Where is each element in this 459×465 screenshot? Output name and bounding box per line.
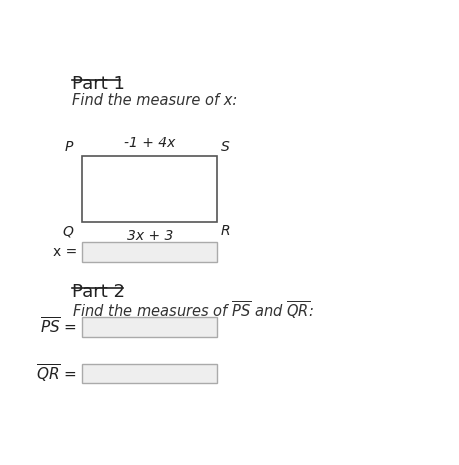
Text: $\overline{QR}$ =: $\overline{QR}$ = xyxy=(36,363,77,385)
Bar xyxy=(82,364,218,384)
Text: Find the measures of $\mathit{\overline{PS}}$ and $\mathit{\overline{QR}}$:: Find the measures of $\mathit{\overline{… xyxy=(72,300,313,322)
Text: R: R xyxy=(221,224,230,238)
Text: -1 + 4x: -1 + 4x xyxy=(124,136,175,150)
Text: Part 1: Part 1 xyxy=(72,75,124,93)
Text: Q: Q xyxy=(62,224,73,238)
Text: P: P xyxy=(65,140,73,154)
Text: Find the measure of x:: Find the measure of x: xyxy=(72,93,237,108)
Bar xyxy=(82,242,218,262)
Text: 3x + 3: 3x + 3 xyxy=(127,229,173,243)
Text: $\overline{PS}$ =: $\overline{PS}$ = xyxy=(40,317,77,337)
Bar xyxy=(82,317,218,337)
Text: Part 2: Part 2 xyxy=(72,283,124,301)
Text: S: S xyxy=(221,140,230,154)
Text: x =: x = xyxy=(53,245,77,259)
Bar xyxy=(82,156,218,222)
